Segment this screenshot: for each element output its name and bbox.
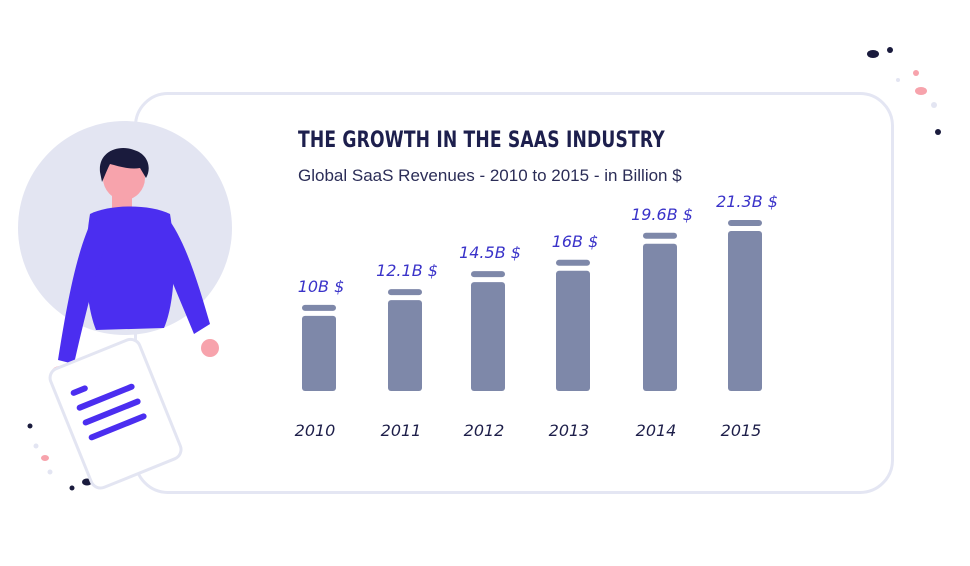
data-label-2014: 19.6B $ — [631, 205, 693, 224]
data-label-2015: 21.3B $ — [716, 192, 778, 211]
bar-2010 — [302, 315, 336, 391]
bar-2013 — [556, 270, 590, 391]
x-tick-label-2011: 2011 — [381, 421, 422, 440]
x-tick-label-2010: 2010 — [295, 421, 336, 440]
data-label-2012: 14.5B $ — [459, 243, 521, 262]
bar-2011 — [388, 300, 422, 391]
bar-cap-2012 — [471, 271, 505, 278]
x-tick-label-2014: 2014 — [636, 421, 677, 440]
bar-cap-2014 — [643, 232, 677, 239]
bar-cap-2011 — [388, 289, 422, 296]
bar-2015 — [728, 231, 762, 391]
data-label-2010: 10B $ — [298, 277, 345, 296]
chart-subtitle: Global SaaS Revenues - 2010 to 2015 - in… — [298, 166, 682, 185]
bar-cap-2010 — [302, 304, 336, 311]
x-tick-label-2015: 2015 — [721, 421, 762, 440]
bar-cap-2013 — [556, 259, 590, 266]
x-tick-label-2013: 2013 — [549, 421, 590, 440]
chart-title: THE GROWTH IN THE SAAS INDUSTRY — [298, 128, 665, 153]
data-label-2011: 12.1B $ — [376, 261, 438, 280]
data-label-2013: 16B $ — [552, 232, 599, 251]
bar-2014 — [643, 243, 677, 391]
bar-2012 — [471, 282, 505, 391]
bar-cap-2015 — [728, 220, 762, 226]
x-tick-label-2012: 2012 — [464, 421, 505, 440]
chart-card — [134, 92, 894, 494]
